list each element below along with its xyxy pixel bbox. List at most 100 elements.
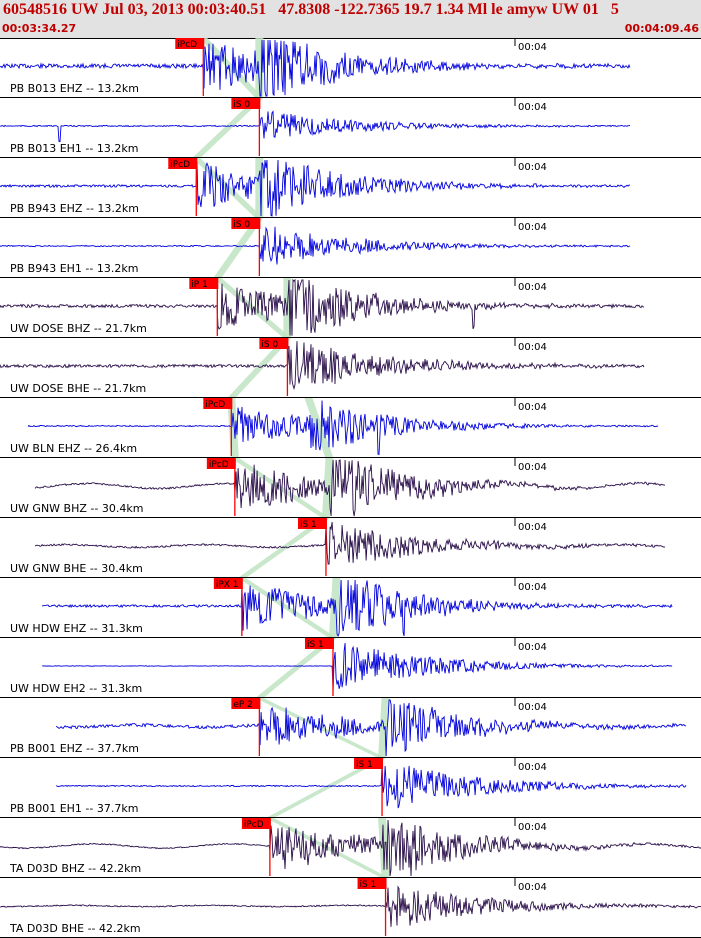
- station-label: UW DOSE BHZ -- 21.7km: [10, 322, 147, 335]
- start-time: 00:03:34.27: [2, 22, 77, 35]
- pick-flag: [297, 518, 327, 529]
- station-label: TA D03D BHE -- 42.2km: [9, 922, 141, 935]
- time-mark-label: 00:04: [518, 882, 547, 893]
- pick-flag: [304, 638, 334, 649]
- waveform: [55, 699, 687, 757]
- station-label: UW BLN EHZ -- 26.4km: [10, 442, 137, 455]
- trace-row: iPcD 00:04 TA D03D BHZ -- 42.2km: [0, 818, 701, 878]
- trace-row: iP 1 00:04 UW DOSE BHZ -- 21.7km: [0, 278, 701, 338]
- pick-window: [192, 98, 264, 158]
- trace-row: iS 1 00:04 PB B001 EH1 -- 37.7km: [0, 758, 701, 818]
- pick-label: iPcD: [209, 460, 229, 470]
- trace-row: iS 0 00:04 UW DOSE BHE -- 21.7km: [0, 338, 701, 398]
- pick-label: iP 1: [191, 280, 208, 290]
- event-title: 60548516 UW Jul 03, 2013 00:03:40.51 47.…: [3, 1, 619, 18]
- trace-row: iS 1 00:04 UW GNW BHE -- 30.4km: [0, 518, 701, 578]
- pick-label: iPcD: [170, 160, 190, 170]
- pick-flag: [168, 158, 198, 169]
- pick-label: iPX 1: [216, 580, 239, 590]
- pick-flag: [357, 878, 387, 889]
- pick-flag: [213, 578, 243, 589]
- waveform: [55, 763, 687, 809]
- pick-label: iS 1: [360, 880, 377, 890]
- waveform: [0, 341, 645, 391]
- pick-flag: [231, 218, 261, 229]
- station-label: PB B001 EH1 -- 37.7km: [10, 802, 138, 815]
- waveform: [0, 819, 701, 877]
- time-mark-label: 00:04: [518, 102, 547, 113]
- pick-window: [213, 218, 264, 278]
- pick-window: [255, 698, 387, 758]
- trace-row: iPcD 00:04 UW GNW BHZ -- 30.4km: [0, 458, 701, 518]
- station-label: UW GNW BHE -- 30.4km: [10, 562, 143, 575]
- time-mark-label: 00:04: [518, 822, 547, 833]
- time-mark-label: 00:04: [518, 282, 547, 293]
- time-mark-label: 00:04: [518, 222, 547, 233]
- station-label: PB B943 EHZ -- 13.2km: [10, 202, 139, 215]
- pick-label: iS 0: [233, 100, 250, 110]
- pick-label: iPcD: [244, 820, 264, 830]
- waveform: [27, 400, 659, 456]
- pick-flag: [206, 458, 236, 469]
- seismogram-traces: iPcD 00:04 PB B013 EHZ -- 13.2km iS 0 00:04 P…: [0, 38, 701, 938]
- station-label: PB B001 EHZ -- 37.7km: [10, 742, 139, 755]
- station-label: UW HDW EHZ -- 31.3km: [10, 622, 143, 635]
- time-mark-label: 00:04: [518, 582, 547, 593]
- pick-label: iPcD: [205, 400, 225, 410]
- trace-row: iPcD 00:04 PB B013 EHZ -- 13.2km: [0, 38, 701, 98]
- trace-row: iS 0 00:04 PB B013 EH1 -- 13.2km: [0, 98, 701, 158]
- pick-flag: [175, 38, 205, 49]
- waveform: [34, 459, 666, 517]
- pick-label: iS 1: [300, 520, 317, 530]
- pick-window: [265, 758, 387, 818]
- waveform: [0, 278, 645, 336]
- pick-window: [227, 398, 239, 458]
- trace-row: eP 2 00:04 PB B001 EHZ -- 37.7km: [0, 698, 701, 758]
- station-label: UW DOSE BHE -- 21.7km: [10, 382, 146, 395]
- pick-label: iPcD: [177, 40, 197, 50]
- pick-window: [213, 278, 292, 338]
- time-mark-label: 00:04: [518, 642, 547, 653]
- pick-flag: [189, 278, 219, 289]
- end-time: 00:04:09.46: [624, 22, 699, 35]
- pick-window: [192, 158, 264, 218]
- station-label: UW GNW BHZ -- 30.4km: [10, 502, 143, 515]
- pick-window: [265, 818, 390, 878]
- pick-flag: [231, 698, 261, 709]
- time-mark-label: 00:04: [518, 522, 547, 533]
- pick-window: [199, 38, 264, 98]
- station-label: UW HDW EH2 -- 31.3km: [10, 682, 142, 695]
- waveform: [0, 226, 631, 265]
- pick-window: [321, 458, 334, 518]
- waveform: [0, 110, 631, 143]
- seismogram-header: 60548516 UW Jul 03, 2013 00:03:40.51 47.…: [0, 0, 701, 39]
- waveform: [0, 885, 701, 927]
- waveform: [34, 521, 666, 565]
- waveform: [0, 159, 631, 217]
- trace-row: iPX 1 00:04 UW HDW EHZ -- 31.3km: [0, 578, 701, 638]
- time-mark-label: 00:04: [518, 342, 547, 353]
- pick-label: iS 0: [233, 220, 250, 230]
- pick-flag: [354, 758, 384, 769]
- trace-row: iS 0 00:04 PB B943 EH1 -- 13.2km: [0, 218, 701, 278]
- pick-flag: [231, 98, 261, 109]
- pick-window: [304, 398, 334, 458]
- trace-row: iPcD 00:04 PB B943 EHZ -- 13.2km: [0, 158, 701, 218]
- pick-window: [237, 578, 337, 638]
- pick-flag: [259, 338, 289, 349]
- pick-window: [255, 638, 337, 698]
- pick-label: eP 2: [233, 700, 253, 710]
- pick-label: iS 1: [307, 640, 324, 650]
- time-mark-label: 00:04: [518, 462, 547, 473]
- station-label: TA D03D BHZ -- 42.2km: [9, 862, 141, 875]
- pick-label: iS 1: [356, 760, 373, 770]
- station-label: PB B013 EH1 -- 13.2km: [10, 142, 138, 155]
- station-label: PB B013 EHZ -- 13.2km: [10, 82, 139, 95]
- pick-flag: [203, 398, 233, 409]
- station-label: PB B943 EH1 -- 13.2km: [10, 262, 138, 275]
- time-mark-label: 00:04: [518, 162, 547, 173]
- trace-row: iPcD 00:04 UW BLN EHZ -- 26.4km: [0, 398, 701, 458]
- time-mark-label: 00:04: [518, 402, 547, 413]
- waveform: [41, 579, 673, 638]
- time-mark-label: 00:04: [518, 42, 547, 53]
